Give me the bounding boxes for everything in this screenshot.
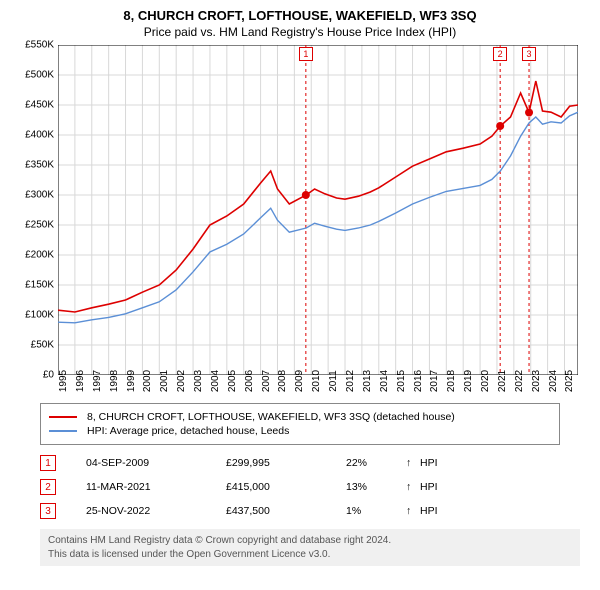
x-tick-label: 2008 bbox=[277, 370, 295, 392]
footer-attribution: Contains HM Land Registry data © Crown c… bbox=[40, 529, 580, 566]
y-tick-label: £50K bbox=[10, 340, 54, 351]
x-tick-label: 2004 bbox=[210, 370, 228, 392]
legend-label-hpi: HPI: Average price, detached house, Leed… bbox=[87, 425, 289, 437]
footer-line2: This data is licensed under the Open Gov… bbox=[48, 548, 572, 562]
x-tick-label: 2022 bbox=[514, 370, 532, 392]
x-tick-label: 2000 bbox=[142, 370, 160, 392]
x-tick-label: 2025 bbox=[564, 370, 582, 392]
sale-price: £415,000 bbox=[226, 481, 346, 493]
y-tick-label: £450K bbox=[10, 100, 54, 111]
x-tick-label: 2011 bbox=[328, 370, 346, 392]
chart-area: £0 £50K £100K £150K £200K £250K £300K £350K £400… bbox=[10, 45, 590, 395]
x-tick-label: 2021 bbox=[497, 370, 515, 392]
x-tick-label: 2001 bbox=[159, 370, 177, 392]
x-tick-label: 2013 bbox=[362, 370, 380, 392]
sale-date: 04-SEP-2009 bbox=[86, 457, 226, 469]
x-tick-label: 2020 bbox=[480, 370, 498, 392]
x-tick-label: 1997 bbox=[92, 370, 110, 392]
chart-marker-badge: 3 bbox=[522, 47, 536, 61]
x-tick-label: 2016 bbox=[413, 370, 431, 392]
sale-price: £437,500 bbox=[226, 505, 346, 517]
sale-row: 2 11-MAR-2021£415,00013%↑HPI bbox=[40, 475, 560, 499]
sale-price: £299,995 bbox=[226, 457, 346, 469]
x-tick-label: 2015 bbox=[396, 370, 414, 392]
sale-badge: 2 bbox=[40, 479, 56, 495]
x-tick-label: 1996 bbox=[75, 370, 93, 392]
x-tick-label: 2010 bbox=[311, 370, 329, 392]
legend-swatch-hpi bbox=[49, 430, 77, 432]
sales-table: 104-SEP-2009£299,99522%↑HPI211-MAR-2021£… bbox=[40, 451, 560, 523]
sale-pct: 1% bbox=[346, 505, 406, 517]
sale-pct: 13% bbox=[346, 481, 406, 493]
x-tick-label: 2024 bbox=[548, 370, 566, 392]
x-tick-label: 2023 bbox=[531, 370, 549, 392]
sale-badge: 3 bbox=[40, 503, 56, 519]
arrow-up-icon: ↑ bbox=[406, 481, 420, 493]
x-tick-label: 2002 bbox=[176, 370, 194, 392]
x-tick-label: 2019 bbox=[463, 370, 481, 392]
x-tick-label: 2005 bbox=[227, 370, 245, 392]
x-tick-label: 1998 bbox=[109, 370, 127, 392]
x-tick-label: 2017 bbox=[429, 370, 447, 392]
x-tick-label: 2012 bbox=[345, 370, 363, 392]
x-tick-label: 2007 bbox=[261, 370, 279, 392]
y-tick-label: £400K bbox=[10, 130, 54, 141]
arrow-up-icon: ↑ bbox=[406, 505, 420, 517]
sale-vs-hpi: HPI bbox=[420, 481, 438, 493]
sale-badge: 1 bbox=[40, 455, 56, 471]
sale-date: 25-NOV-2022 bbox=[86, 505, 226, 517]
x-tick-label: 1995 bbox=[58, 370, 76, 392]
y-tick-label: £300K bbox=[10, 190, 54, 201]
chart-marker-badge: 1 bbox=[299, 47, 313, 61]
x-tick-label: 2003 bbox=[193, 370, 211, 392]
chart-subtitle: Price paid vs. HM Land Registry's House … bbox=[10, 25, 590, 39]
chart-container: 8, CHURCH CROFT, LOFTHOUSE, WAKEFIELD, W… bbox=[0, 0, 600, 590]
y-tick-label: £200K bbox=[10, 250, 54, 261]
y-tick-label: £150K bbox=[10, 280, 54, 291]
y-tick-label: £350K bbox=[10, 160, 54, 171]
chart-marker-badge: 2 bbox=[493, 47, 507, 61]
y-tick-label: £250K bbox=[10, 220, 54, 231]
x-tick-label: 2009 bbox=[294, 370, 312, 392]
sale-row: 3 25-NOV-2022£437,5001%↑HPI bbox=[40, 499, 560, 523]
sale-row: 1 04-SEP-2009£299,99522%↑HPI bbox=[40, 451, 560, 475]
legend-item-hpi: HPI: Average price, detached house, Leed… bbox=[49, 425, 551, 437]
sale-pct: 22% bbox=[346, 457, 406, 469]
legend-swatch-property bbox=[49, 416, 77, 418]
y-tick-label: £500K bbox=[10, 70, 54, 81]
x-tick-label: 2014 bbox=[379, 370, 397, 392]
sale-vs-hpi: HPI bbox=[420, 505, 438, 517]
x-tick-label: 2018 bbox=[446, 370, 464, 392]
sale-vs-hpi: HPI bbox=[420, 457, 438, 469]
legend-label-property: 8, CHURCH CROFT, LOFTHOUSE, WAKEFIELD, W… bbox=[87, 411, 455, 423]
sale-date: 11-MAR-2021 bbox=[86, 481, 226, 493]
x-tick-label: 1999 bbox=[126, 370, 144, 392]
arrow-up-icon: ↑ bbox=[406, 457, 420, 469]
chart-title: 8, CHURCH CROFT, LOFTHOUSE, WAKEFIELD, W… bbox=[10, 8, 590, 23]
x-tick-label: 2006 bbox=[244, 370, 262, 392]
y-tick-label: £100K bbox=[10, 310, 54, 321]
title-block: 8, CHURCH CROFT, LOFTHOUSE, WAKEFIELD, W… bbox=[10, 8, 590, 39]
legend: 8, CHURCH CROFT, LOFTHOUSE, WAKEFIELD, W… bbox=[40, 403, 560, 445]
plot-area: 1 2 3 bbox=[58, 45, 578, 375]
footer-line1: Contains HM Land Registry data © Crown c… bbox=[48, 534, 572, 548]
chart-svg bbox=[58, 45, 578, 375]
legend-item-property: 8, CHURCH CROFT, LOFTHOUSE, WAKEFIELD, W… bbox=[49, 411, 551, 423]
y-tick-label: £0 bbox=[10, 370, 54, 381]
y-tick-label: £550K bbox=[10, 40, 54, 51]
